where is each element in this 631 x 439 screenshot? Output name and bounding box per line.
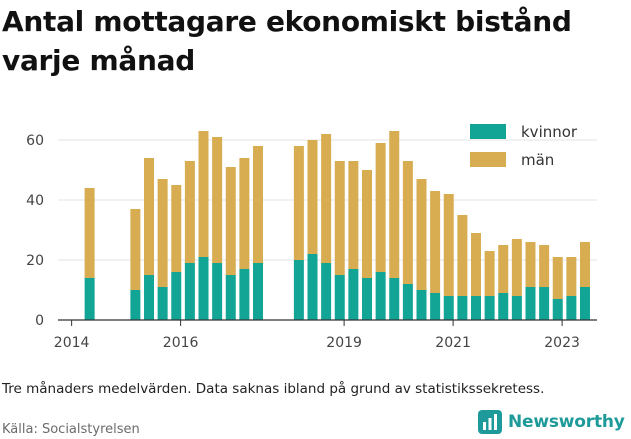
bars bbox=[84, 131, 590, 320]
brand-name: Newsworthy bbox=[508, 412, 625, 432]
bar-man bbox=[348, 161, 359, 269]
bar-man bbox=[362, 170, 372, 278]
bar-man bbox=[539, 245, 550, 287]
x-tick-label: 2023 bbox=[544, 335, 580, 351]
bar-kvinnor bbox=[184, 263, 195, 320]
chart-caption: Tre månaders medelvärden. Data saknas ib… bbox=[2, 381, 545, 397]
bar-kvinnor bbox=[171, 272, 182, 320]
bar-man bbox=[511, 239, 522, 296]
bar-man bbox=[307, 140, 318, 254]
bar-kvinnor bbox=[457, 296, 468, 320]
bar-kvinnor bbox=[239, 269, 250, 320]
brand-logo: Newsworthy bbox=[477, 409, 625, 435]
bar-kvinnor bbox=[443, 296, 454, 320]
x-tick-label: 2014 bbox=[54, 335, 90, 351]
bar-kvinnor bbox=[334, 275, 345, 320]
bar-kvinnor bbox=[348, 269, 359, 320]
bar-kvinnor bbox=[511, 296, 522, 320]
legend-label: män bbox=[521, 151, 554, 169]
bar-kvinnor bbox=[253, 263, 264, 320]
bar-kvinnor bbox=[389, 278, 400, 320]
bar-man bbox=[171, 185, 182, 272]
bar-kvinnor bbox=[84, 278, 95, 320]
bar-man bbox=[184, 161, 195, 263]
bar-man bbox=[389, 131, 400, 278]
legend-label: kvinnor bbox=[521, 123, 578, 141]
bar-man bbox=[525, 242, 536, 287]
bar-man bbox=[470, 233, 481, 296]
bar-kvinnor bbox=[525, 287, 536, 320]
bar-man bbox=[157, 179, 168, 287]
bar-man bbox=[253, 146, 264, 263]
bar-kvinnor bbox=[375, 272, 386, 320]
bar-man bbox=[579, 242, 590, 287]
bar-man bbox=[430, 191, 441, 293]
bar-man bbox=[239, 158, 250, 269]
legend-swatch bbox=[470, 152, 506, 167]
bar-man bbox=[225, 167, 236, 275]
x-tick-label: 2019 bbox=[326, 335, 362, 351]
bar-kvinnor bbox=[402, 284, 413, 320]
y-tick-label: 40 bbox=[26, 193, 44, 209]
bar-kvinnor bbox=[293, 260, 304, 320]
y-axis-ticks: 0 20 40 60 bbox=[26, 133, 44, 329]
bar-kvinnor bbox=[430, 293, 441, 320]
bar-kvinnor bbox=[130, 290, 141, 320]
bar-man bbox=[293, 146, 304, 260]
y-tick-label: 60 bbox=[26, 133, 44, 149]
bar-man bbox=[402, 161, 413, 284]
bar-man bbox=[144, 158, 155, 275]
y-tick-label: 20 bbox=[26, 253, 44, 269]
bar-man bbox=[566, 257, 577, 296]
bar-man bbox=[457, 215, 468, 296]
legend: kvinnor män bbox=[470, 123, 578, 169]
bar-man bbox=[212, 137, 223, 263]
bar-man bbox=[321, 134, 332, 263]
bar-kvinnor bbox=[321, 263, 332, 320]
x-tick-label: 2016 bbox=[163, 335, 199, 351]
bar-kvinnor bbox=[539, 287, 550, 320]
bar-man bbox=[498, 245, 509, 293]
bar-kvinnor bbox=[307, 254, 318, 320]
bar-man bbox=[84, 188, 95, 278]
bar-man bbox=[130, 209, 141, 290]
bar-man bbox=[552, 257, 563, 299]
bar-kvinnor bbox=[416, 290, 427, 320]
bar-man bbox=[484, 251, 495, 296]
bar-man bbox=[375, 143, 386, 272]
legend-swatch bbox=[470, 124, 506, 139]
bar-kvinnor bbox=[579, 287, 590, 320]
newsworthy-logo-icon bbox=[478, 410, 502, 434]
bar-kvinnor bbox=[484, 296, 495, 320]
bar-kvinnor bbox=[566, 296, 577, 320]
bar-man bbox=[416, 179, 427, 290]
bar-kvinnor bbox=[470, 296, 481, 320]
source-note: Källa: Socialstyrelsen bbox=[2, 422, 140, 437]
bar-kvinnor bbox=[212, 263, 223, 320]
bar-kvinnor bbox=[157, 287, 168, 320]
bar-kvinnor bbox=[552, 299, 563, 320]
bar-man bbox=[198, 131, 209, 257]
bar-kvinnor bbox=[198, 257, 209, 320]
x-tick-label: 2021 bbox=[435, 335, 471, 351]
y-tick-label: 0 bbox=[35, 313, 44, 329]
chart-title: Antal mottagare ekonomiskt bistånd varje… bbox=[2, 5, 572, 77]
x-axis-ticks: 2014 2016 2019 2021 2023 bbox=[54, 319, 597, 351]
bar-kvinnor bbox=[498, 293, 509, 320]
bar-man bbox=[334, 161, 345, 275]
bar-kvinnor bbox=[144, 275, 155, 320]
bar-kvinnor bbox=[362, 278, 372, 320]
bar-man bbox=[443, 194, 454, 296]
bar-kvinnor bbox=[225, 275, 236, 320]
